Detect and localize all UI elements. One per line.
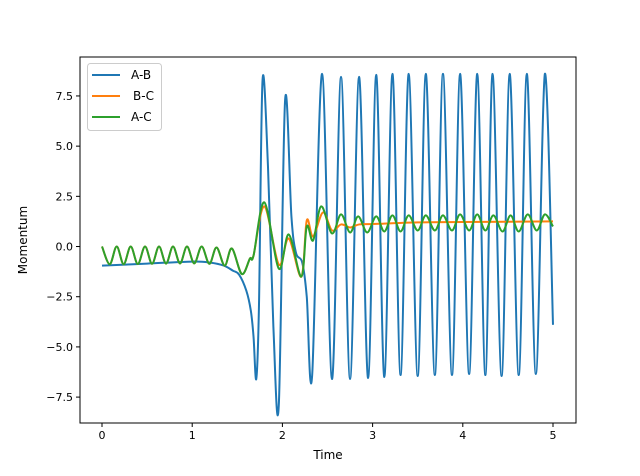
y-tick-label: −2.5 <box>46 291 73 304</box>
x-tick-label: 5 <box>549 429 556 442</box>
y-tick-label: −7.5 <box>46 391 73 404</box>
x-axis-label: Time <box>312 448 342 462</box>
x-tick-label: 3 <box>369 429 376 442</box>
legend: A-B B-C A-C <box>87 63 162 131</box>
series-line-a-b <box>101 72 554 417</box>
y-tick-label: 7.5 <box>56 90 74 103</box>
axes-layer: 0 1 2 3 4 5 −7.5 −5.0 −2.5 0.0 2.5 5.0 7.5 <box>46 56 577 442</box>
y-axis-label: Momentum <box>16 206 30 274</box>
y-tick-label: 2.5 <box>56 190 74 203</box>
x-tick-label: 4 <box>459 429 466 442</box>
legend-frame <box>87 63 162 131</box>
series-layer <box>101 72 554 417</box>
series-line-a-c <box>101 201 554 278</box>
legend-label-a-b: A-B <box>131 68 151 82</box>
y-tick-label: −5.0 <box>46 341 73 354</box>
x-tick-label: 1 <box>189 429 196 442</box>
x-tick-label: 2 <box>279 429 286 442</box>
legend-label-a-c: A-C <box>131 110 152 124</box>
y-tick-label: 5.0 <box>56 140 74 153</box>
y-tick-label: 0.0 <box>56 241 74 254</box>
legend-label-b-c: B-C <box>133 89 154 103</box>
axes-frame <box>79 56 577 424</box>
x-tick-label: 0 <box>99 429 106 442</box>
